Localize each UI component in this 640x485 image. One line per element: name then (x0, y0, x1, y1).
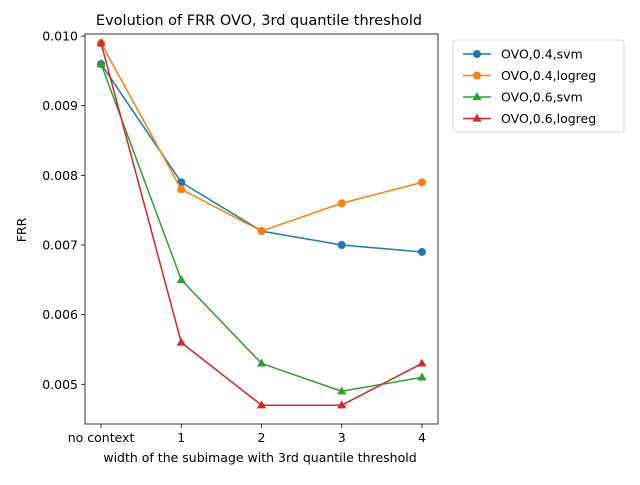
data-point (337, 199, 346, 208)
data-point (257, 227, 266, 236)
x-tick-label: no context (68, 430, 135, 445)
x-tick-label: 3 (338, 430, 346, 445)
legend-label: OVO,0.6,svm (501, 90, 583, 105)
y-tick-label: 0.010 (42, 29, 78, 44)
y-axis-label: FRR (14, 217, 29, 242)
y-tick-label: 0.008 (42, 168, 78, 183)
data-point (256, 400, 267, 409)
y-tick-label: 0.005 (42, 377, 78, 392)
legend-label: OVO,0.4,svm (501, 47, 583, 62)
legend-marker (472, 113, 482, 122)
legend-entry: OVO,0.6,logreg (463, 111, 596, 126)
legend-entry: OVO,0.4,logreg (463, 68, 596, 83)
data-point (256, 358, 267, 367)
legend-entry: OVO,0.6,svm (463, 90, 583, 105)
data-point (417, 247, 426, 256)
x-tick-label: 4 (418, 430, 426, 445)
series-line (100, 42, 423, 406)
data-point (176, 337, 186, 346)
x-axis-label: width of the subimage with 3rd quantile … (103, 450, 416, 465)
plot-area (96, 38, 427, 409)
legend-marker (472, 92, 482, 101)
data-point (417, 372, 427, 381)
axes: no context 1 2 3 4 0.005 0.006 0.007 0.008 0.009 0… (42, 29, 439, 445)
legend-label: OVO,0.6,logreg (501, 111, 596, 126)
x-tick-label: 2 (258, 430, 266, 445)
legend-box (452, 39, 625, 133)
y-tick-label: 0.006 (42, 307, 78, 322)
series-3 (96, 38, 427, 409)
series-2 (96, 59, 427, 395)
data-point (176, 275, 186, 283)
data-point (417, 358, 427, 367)
data-point (337, 386, 347, 395)
legend-label: OVO,0.4,logreg (501, 68, 596, 83)
data-point (337, 400, 347, 409)
legend: OVO,0.4,svm OVO,0.4,logreg OVO,0.6,svm OVO,… (452, 39, 625, 133)
y-tick-label: 0.009 (42, 98, 78, 113)
chart-title: Evolution of FRR OVO, 3rd quantile thres… (96, 13, 422, 29)
data-point (417, 178, 426, 187)
data-point (96, 38, 106, 47)
y-tick-label: 0.007 (42, 238, 78, 253)
data-point (96, 59, 106, 68)
series-1 (97, 39, 426, 236)
x-tick-label: 1 (177, 430, 185, 445)
legend-marker (473, 71, 481, 80)
data-point (177, 185, 186, 194)
legend-entry: OVO,0.4,svm (463, 47, 583, 62)
series-line (100, 42, 423, 232)
legend-marker (473, 50, 481, 58)
series-0 (97, 59, 426, 256)
data-point (337, 241, 346, 250)
